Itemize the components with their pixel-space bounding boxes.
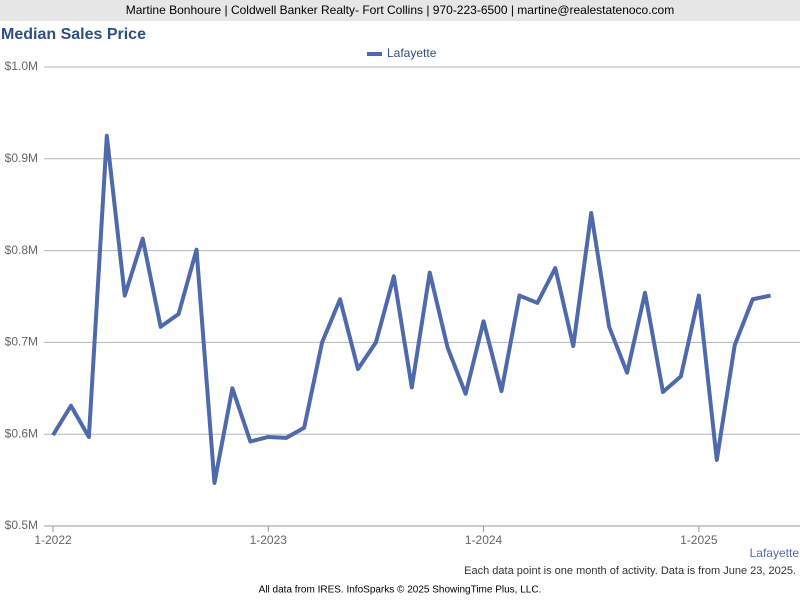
footer: All data from IRES. InfoSparks © 2025 Sh… bbox=[259, 585, 542, 596]
y-tick-label: $0.8M bbox=[5, 243, 38, 257]
legend-label: Lafayette bbox=[387, 46, 437, 60]
header-bar bbox=[0, 0, 800, 21]
legend: Lafayette bbox=[367, 46, 437, 60]
location-label: Lafayette bbox=[750, 546, 800, 560]
x-tick-label: 1-2023 bbox=[250, 533, 288, 547]
x-tick-label: 1-2025 bbox=[680, 533, 718, 547]
y-tick-label: $0.5M bbox=[5, 518, 38, 532]
chart-title: Median Sales Price bbox=[1, 26, 146, 43]
series-line bbox=[51, 133, 772, 485]
note: Each data point is one month of activity… bbox=[464, 565, 796, 577]
y-tick-label: $0.9M bbox=[5, 151, 38, 165]
header: Martine Bonhoure | Coldwell Banker Realt… bbox=[126, 3, 674, 17]
y-tick-label: $0.7M bbox=[5, 335, 38, 349]
x-tick-label: 1-2022 bbox=[34, 533, 72, 547]
y-tick-label: $1.0M bbox=[5, 59, 38, 73]
y-tick-label: $0.6M bbox=[5, 426, 38, 440]
x-tick-label: 1-2024 bbox=[465, 533, 503, 547]
